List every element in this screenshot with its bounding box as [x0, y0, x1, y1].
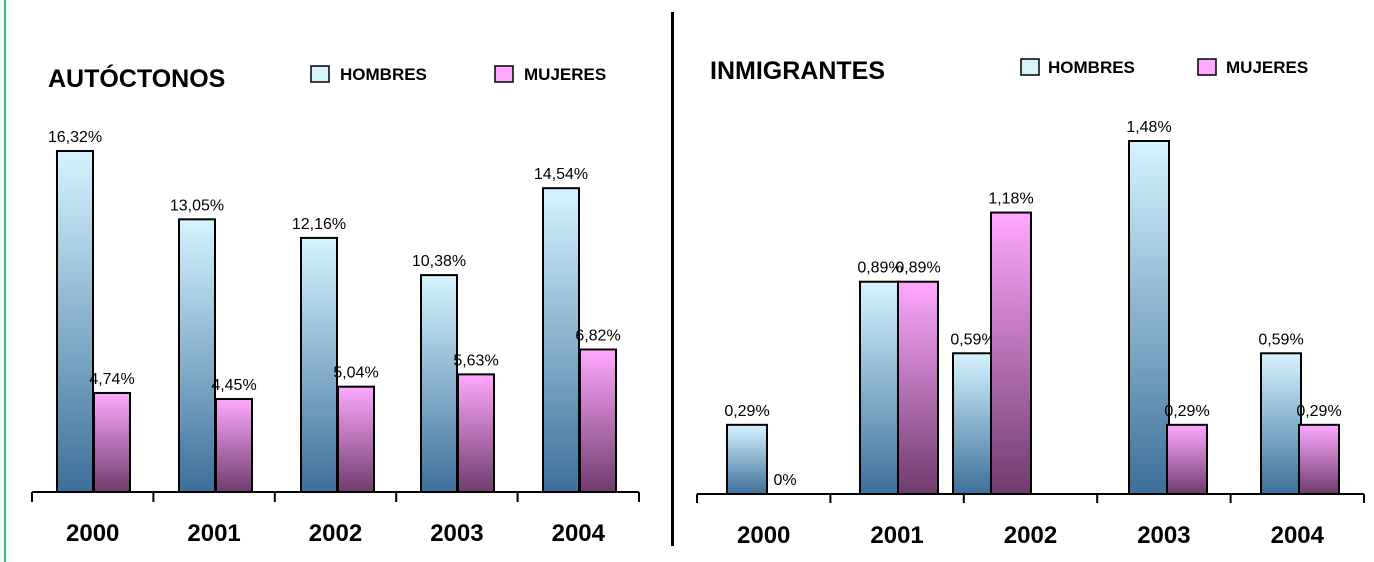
value-label-mujeres-2004: 0,29% — [1296, 403, 1341, 420]
bar-hombres-2000 — [56, 150, 94, 493]
left-edge-line — [4, 0, 6, 562]
legend-swatch-hombres — [310, 65, 330, 83]
tick-label-2004: 2004 — [1271, 522, 1325, 549]
value-label-mujeres-2003: 0,29% — [1164, 403, 1209, 420]
tick-label-2002: 2002 — [1004, 522, 1057, 549]
tick-label-2003: 2003 — [430, 520, 483, 547]
value-label-mujeres-2002: 1,18% — [988, 191, 1033, 208]
value-label-hombres-2003: 1,48% — [1126, 119, 1171, 136]
bar-hombres-2002 — [300, 236, 338, 493]
tick-label-2002: 2002 — [309, 520, 362, 547]
value-label-hombres-2004: 14,54% — [534, 166, 588, 183]
value-label-hombres-2001: 0,89% — [857, 260, 902, 277]
chart-title: INMIGRANTES — [710, 57, 885, 85]
bar-hombres-2001 — [178, 218, 216, 493]
bar-hombres-2004 — [1260, 352, 1302, 496]
bar-mujeres-2004 — [579, 348, 617, 493]
tick-label-2001: 2001 — [870, 522, 923, 549]
tick-label-2003: 2003 — [1137, 522, 1190, 549]
value-label-mujeres-2002: 5,04% — [333, 365, 378, 382]
chart-title: AUTÓCTONOS — [48, 63, 225, 93]
value-label-hombres-2004: 0,59% — [1258, 331, 1303, 348]
value-label-hombres-2003: 10,38% — [412, 253, 466, 270]
autoctonos-chart: AUTÓCTONOS HOMBRES MUJERES 16,32% 4,74% 13,05… — [31, 63, 640, 547]
value-label-hombres-2002: 12,16% — [292, 216, 346, 233]
tick-label-2000: 2000 — [66, 520, 119, 547]
value-label-mujeres-2000: 4,74% — [89, 371, 134, 388]
bar-mujeres-2002 — [990, 211, 1032, 495]
panel-divider — [671, 12, 674, 546]
bar-hombres-2002 — [952, 352, 994, 496]
tick-label-2001: 2001 — [187, 520, 240, 547]
tick-label-2004: 2004 — [552, 520, 606, 547]
value-label-hombres-2002: 0,59% — [950, 331, 995, 348]
legend-label-mujeres: MUJERES — [1226, 58, 1308, 77]
bar-hombres-2003 — [1128, 140, 1170, 495]
bar-hombres-2004 — [542, 187, 580, 493]
inmigrantes-chart: INMIGRANTES HOMBRES MUJERES 0,29% 0% 0,89%0,8… — [696, 57, 1365, 549]
bar-mujeres-2000 — [93, 391, 131, 494]
tick-label-2000: 2000 — [737, 522, 790, 549]
legend-swatch-mujeres — [1197, 58, 1217, 76]
bar-mujeres-2004 — [1298, 423, 1340, 496]
value-label-mujeres-2001: 4,45% — [211, 377, 256, 394]
value-label-hombres-2000: 0,29% — [724, 403, 769, 420]
bar-mujeres-2001 — [897, 280, 939, 495]
value-label-mujeres-2000: 0% — [773, 472, 796, 489]
bar-mujeres-2003 — [457, 373, 495, 494]
legend-swatch-hombres — [1020, 58, 1040, 76]
value-label-mujeres-2001: 0,89% — [895, 260, 940, 277]
legend-label-mujeres: MUJERES — [524, 65, 606, 84]
value-label-hombres-2000: 16,32% — [48, 129, 102, 146]
legend-swatch-mujeres — [494, 65, 514, 83]
value-label-mujeres-2004: 6,82% — [575, 327, 620, 344]
bar-mujeres-2002 — [337, 385, 375, 493]
value-label-mujeres-2003: 5,63% — [453, 352, 498, 369]
bar-hombres-2003 — [420, 274, 458, 494]
value-label-hombres-2001: 13,05% — [170, 197, 224, 214]
legend-label-hombres: HOMBRES — [1048, 58, 1135, 77]
bar-hombres-2001 — [859, 280, 901, 495]
bar-mujeres-2003 — [1166, 423, 1208, 496]
bar-hombres-2000 — [726, 423, 768, 496]
legend-label-hombres: HOMBRES — [340, 65, 427, 84]
bar-mujeres-2001 — [215, 398, 253, 493]
